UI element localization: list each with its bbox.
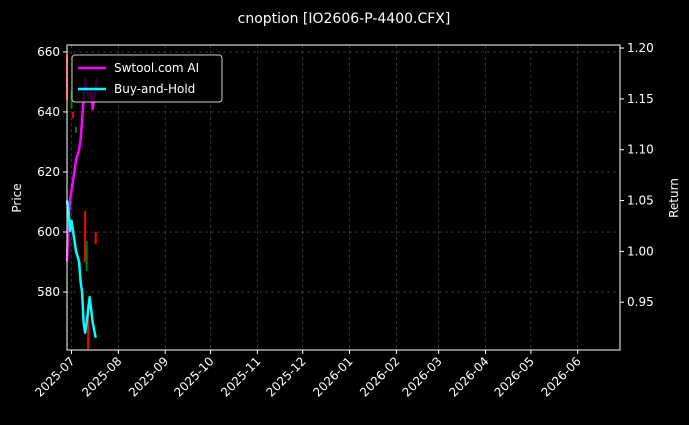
x-tick-label: 2026-01 (310, 354, 355, 399)
x-tick-label: 2026-06 (538, 354, 583, 399)
y2-tick-label: 1.00 (627, 244, 654, 258)
legend: Swtool.com AI Buy-and-Hold (71, 54, 223, 103)
chart-title: cnoption [IO2606-P-4400.CFX] (238, 11, 451, 27)
x-tick-label: 2025-09 (126, 354, 171, 399)
y-axis-label: Price (10, 183, 24, 212)
y2-axis-label: Return (667, 178, 681, 218)
y-tick-label: 640 (37, 105, 60, 119)
x-tick-label: 2026-02 (357, 354, 402, 399)
candle (84, 211, 87, 263)
x-tick-label: 2026-05 (492, 354, 537, 399)
plot-frame (66, 44, 621, 351)
legend-label-bh: Buy-and-Hold (114, 82, 195, 96)
y2-tick-label: 1.15 (627, 92, 654, 106)
candle (75, 126, 78, 133)
y2-tick-label: 0.95 (627, 295, 654, 309)
x-tick-label: 2025-12 (263, 354, 308, 399)
candle (94, 232, 97, 245)
legend-label-ai: Swtool.com AI (114, 61, 199, 75)
x-tick-label: 2025-11 (218, 354, 263, 399)
x-tick-label: 2025-10 (171, 354, 216, 399)
series-line-buy-and-hold (65, 200, 97, 339)
x-tick-label: 2025-08 (79, 354, 124, 399)
candle (70, 90, 73, 109)
y2-tick-label: 1.05 (627, 194, 654, 208)
y2-tick-label: 1.20 (627, 41, 654, 55)
x-tick-label: 2025-07 (32, 354, 77, 399)
grid (67, 45, 620, 350)
candle (72, 111, 75, 118)
y-tick-label: 620 (37, 165, 60, 179)
y-tick-label: 660 (37, 45, 60, 59)
x-tick-label: 2026-03 (399, 354, 444, 399)
x-tick-label: 2026-04 (446, 354, 491, 399)
candle (85, 241, 88, 272)
y-tick-label: 580 (37, 285, 60, 299)
y2-tick-label: 1.10 (627, 143, 654, 157)
candle (87, 304, 90, 350)
y-tick-label: 600 (37, 225, 60, 239)
